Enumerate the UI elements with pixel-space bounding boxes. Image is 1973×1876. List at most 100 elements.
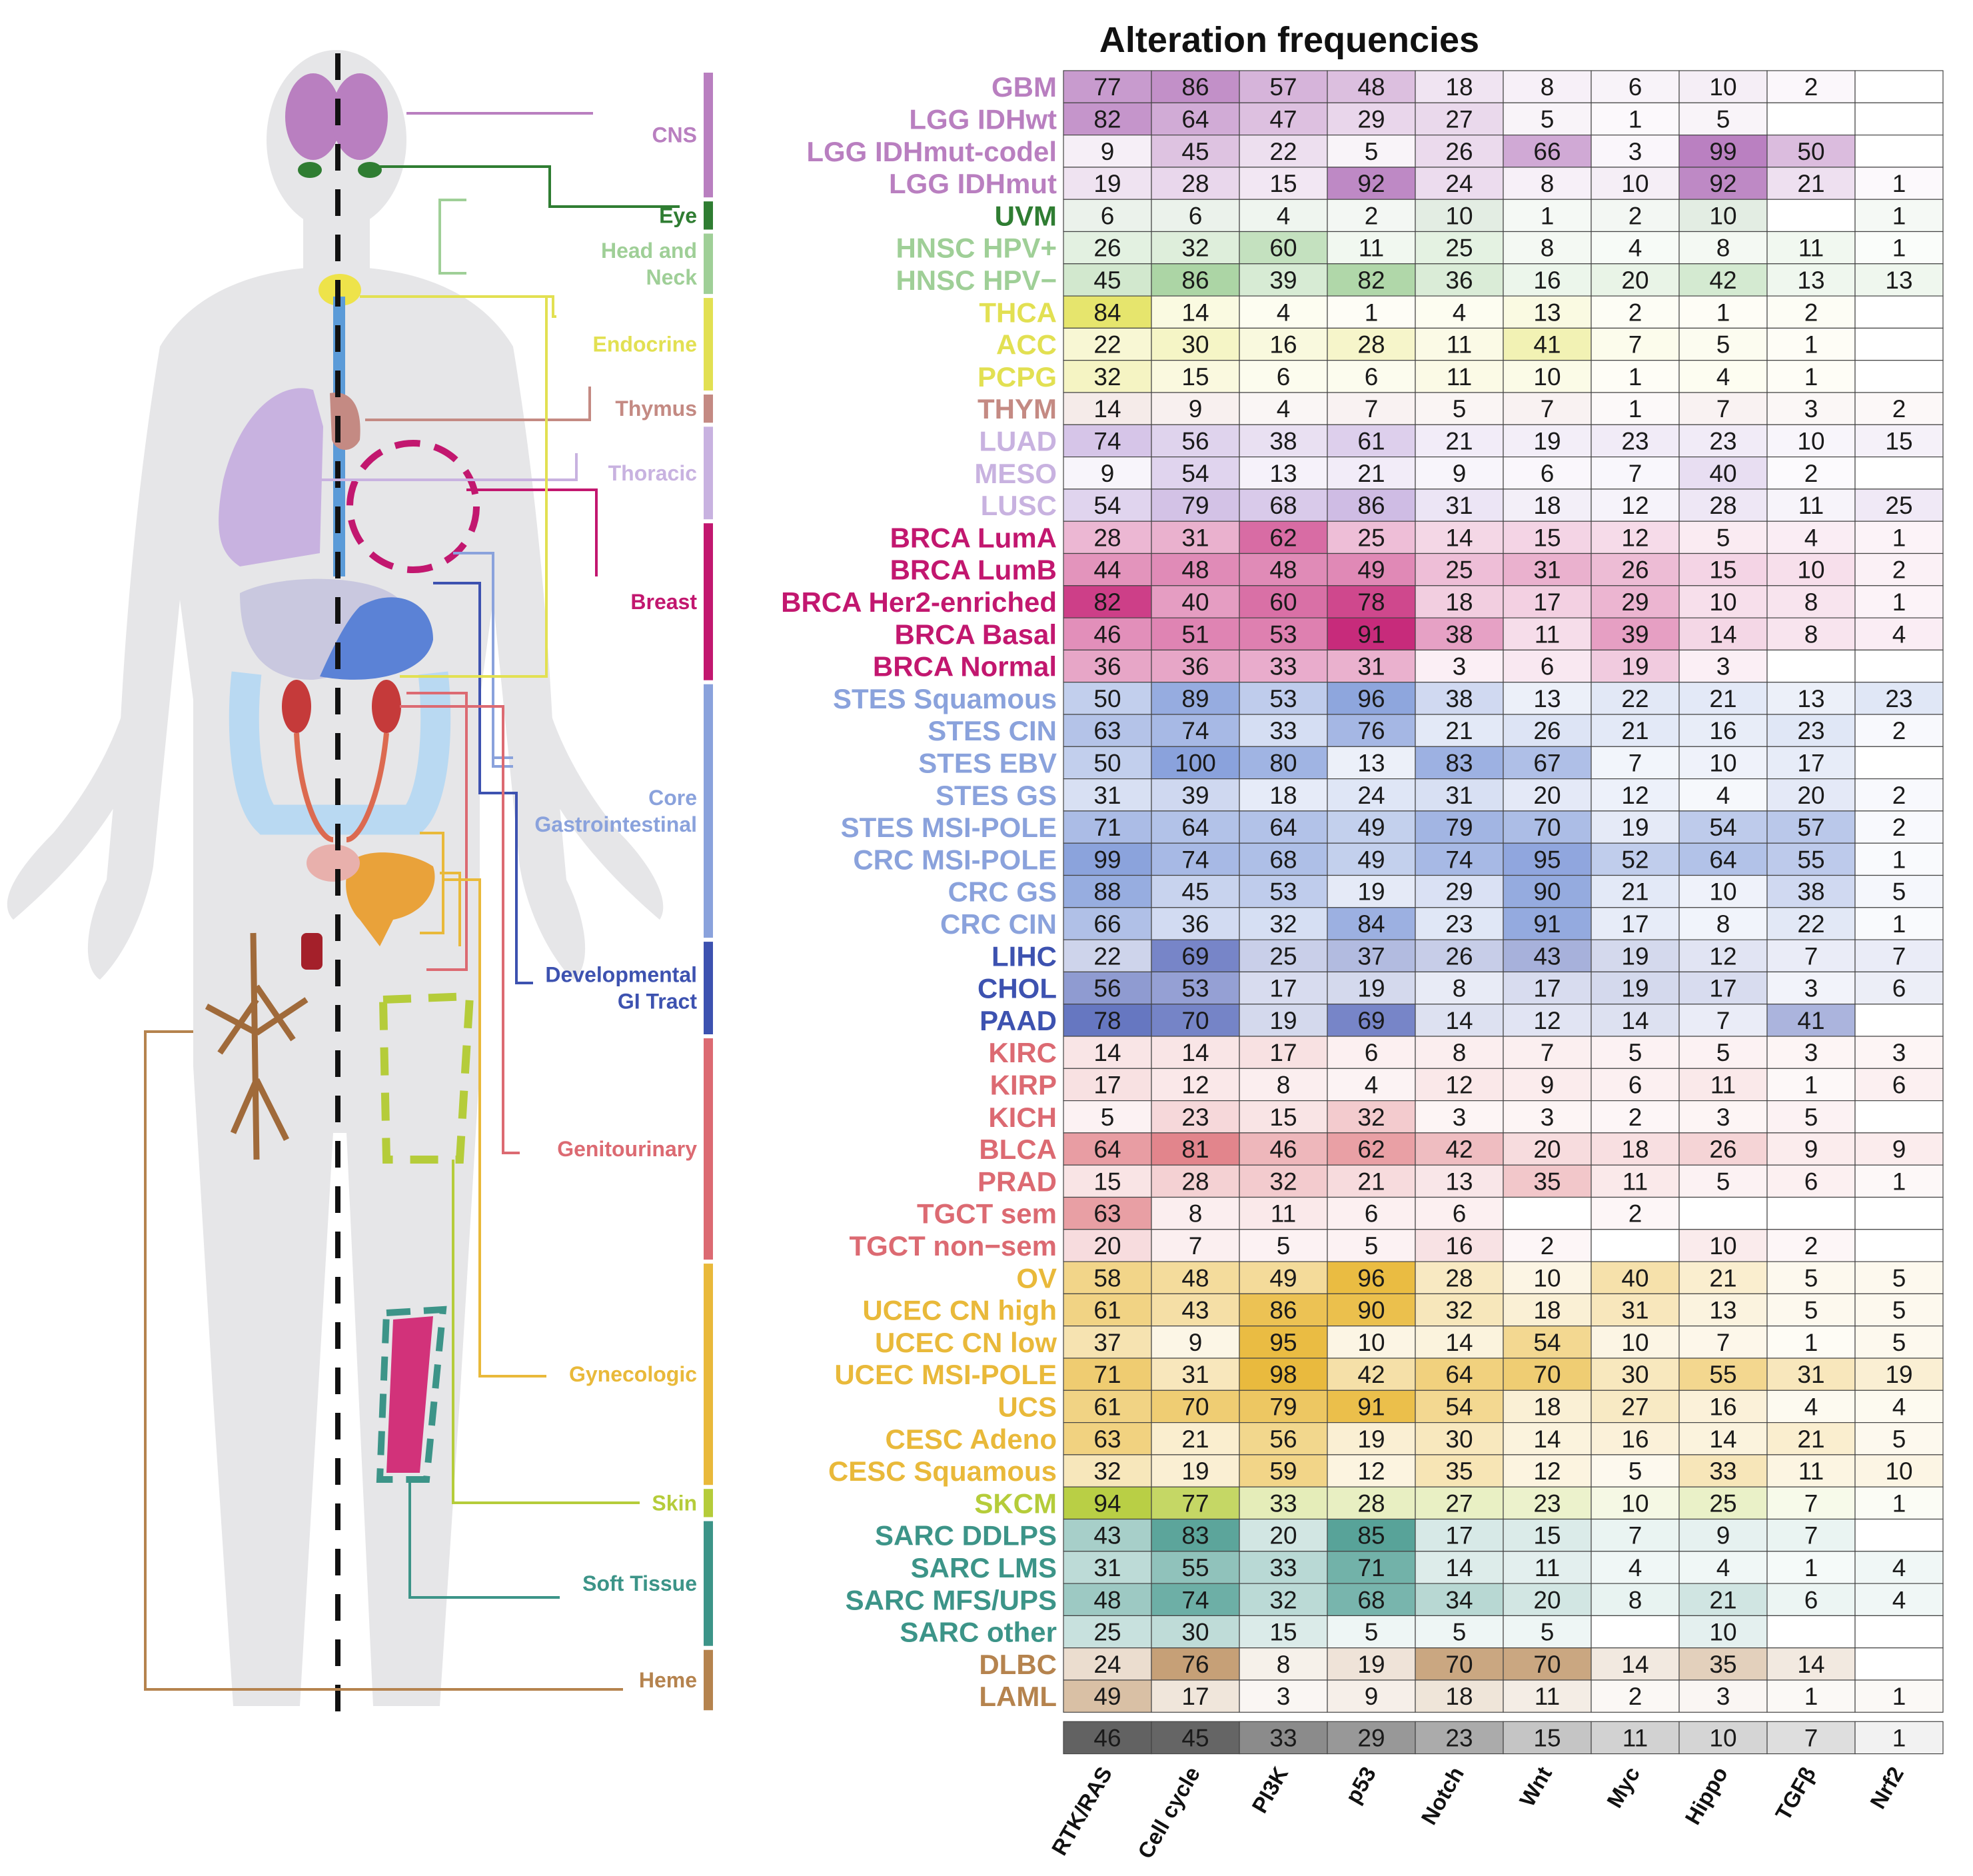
cell-value: 6 xyxy=(1541,460,1555,487)
heatmap-cell xyxy=(1415,842,1504,876)
cell-value: 95 xyxy=(1269,1329,1297,1356)
cell-value: 50 xyxy=(1797,138,1824,165)
cell-value: 95 xyxy=(1533,846,1561,873)
heatmap-cell xyxy=(1854,1647,1944,1681)
heatmap-cell xyxy=(1239,1422,1328,1455)
heatmap-cell xyxy=(1151,263,1240,297)
cell-value: 17 xyxy=(1269,1039,1297,1066)
cell-value: 5 xyxy=(1541,1619,1555,1646)
cell-value: 24 xyxy=(1445,170,1473,197)
row-label: STES Squamous xyxy=(833,683,1057,714)
cell-value: 21 xyxy=(1709,685,1736,712)
heatmap-cell xyxy=(1766,617,1856,650)
heatmap-cell xyxy=(1415,810,1504,844)
row-label: LGG IDHwt xyxy=(909,103,1057,135)
cell-value: 5 xyxy=(1101,1104,1115,1131)
heatmap-cell xyxy=(1063,714,1152,747)
cell-value: 42 xyxy=(1709,267,1736,294)
heatmap-cell xyxy=(1063,231,1152,265)
heatmap-cell xyxy=(1239,1647,1328,1681)
cell-value: 21 xyxy=(1621,717,1648,744)
cell-value: 15 xyxy=(1709,556,1736,584)
heatmap-cell xyxy=(1327,1004,1416,1037)
heatmap-cell xyxy=(1591,327,1680,361)
cell-value: 48 xyxy=(1269,556,1297,584)
cell-value: 10 xyxy=(1709,73,1736,101)
heatmap-cell xyxy=(1591,1164,1680,1198)
cell-value: 14 xyxy=(1181,299,1209,326)
cell-value: 31 xyxy=(1181,524,1209,551)
heatmap-cell xyxy=(1239,520,1328,554)
cell-value: 50 xyxy=(1093,685,1121,712)
heatmap-cell xyxy=(1591,1100,1680,1134)
cell-value: 14 xyxy=(1445,524,1473,551)
heatmap-cell xyxy=(1678,1100,1768,1134)
cell-value: 5 xyxy=(1892,1264,1906,1292)
cell-value: 17 xyxy=(1797,749,1824,776)
heatmap-cell xyxy=(1415,392,1504,425)
cell-value: 6 xyxy=(1277,363,1291,391)
cell-value: 31 xyxy=(1445,492,1473,519)
cell-value: 86 xyxy=(1269,1297,1297,1324)
heatmap-cell xyxy=(1063,842,1152,876)
heatmap-cell xyxy=(1415,135,1504,168)
cell-value: 48 xyxy=(1093,1586,1121,1613)
heatmap-cell xyxy=(1591,1229,1680,1262)
cell-value: 79 xyxy=(1269,1393,1297,1420)
heatmap-cell xyxy=(1239,135,1328,168)
heatmap-cell xyxy=(1503,1647,1592,1681)
heatmap-cell xyxy=(1151,1518,1240,1552)
heatmap-cell xyxy=(1854,971,1944,1005)
cell-value: 39 xyxy=(1621,620,1648,648)
heatmap-cell xyxy=(1327,1229,1416,1262)
cell-value: 47 xyxy=(1269,105,1297,133)
stomach-icon xyxy=(320,597,433,680)
heatmap-cell xyxy=(1063,907,1152,940)
cell-value: 70 xyxy=(1533,1361,1561,1388)
cell-value: 25 xyxy=(1445,235,1473,262)
cell-value: 14 xyxy=(1797,1651,1824,1678)
cell-value: 23 xyxy=(1709,427,1736,455)
cell-value: 8 xyxy=(1716,910,1730,938)
cell-value: 83 xyxy=(1445,749,1473,776)
summary-row: 46 45 33 29 23 15 11 10 7 1 xyxy=(1063,1721,1944,1755)
cell-value: 40 xyxy=(1181,588,1209,616)
summary-value: 29 xyxy=(1357,1724,1385,1751)
heatmap-cell xyxy=(1678,295,1768,329)
heatmap-cell xyxy=(1327,1647,1416,1681)
cell-value: 15 xyxy=(1533,524,1561,551)
cell-value: 6 xyxy=(1892,1071,1906,1098)
heatmap-cell xyxy=(1151,907,1240,940)
heatmap-cell xyxy=(1591,231,1680,265)
cell-value: 18 xyxy=(1533,1297,1561,1324)
cell-value: 43 xyxy=(1533,942,1561,970)
cell-value: 32 xyxy=(1269,1586,1297,1613)
heatmap-cell xyxy=(1327,585,1416,618)
cell-value: 11 xyxy=(1798,235,1824,262)
cell-value: 7 xyxy=(1189,1232,1203,1260)
heatmap-cell xyxy=(1151,167,1240,200)
column-label: TGFβ xyxy=(1770,1763,1820,1825)
heatmap-cell xyxy=(1063,1068,1152,1102)
cell-value: 5 xyxy=(1892,1425,1906,1453)
cell-value: 35 xyxy=(1709,1651,1736,1678)
heatmap-cell xyxy=(1239,649,1328,683)
cell-value: 32 xyxy=(1181,235,1209,262)
cell-value: 5 xyxy=(1365,1232,1379,1260)
heatmap-cell xyxy=(1766,1132,1856,1166)
summary-value: 23 xyxy=(1445,1724,1473,1751)
heatmap-cell xyxy=(1063,649,1152,683)
cell-value: 6 xyxy=(1365,1200,1379,1228)
cell-value: 7 xyxy=(1804,942,1818,970)
group-label: Developmental xyxy=(545,963,697,987)
heatmap-cell xyxy=(1854,1679,1944,1713)
breast-region-outline xyxy=(346,440,480,573)
cell-value: 14 xyxy=(1533,1425,1561,1453)
heatmap-cell xyxy=(1415,1486,1504,1520)
bone-marrow-icon xyxy=(205,932,309,1160)
summary-value: 33 xyxy=(1269,1724,1297,1751)
row-label: CRC GS xyxy=(948,876,1057,908)
cell-value: 32 xyxy=(1093,363,1121,391)
heatmap-cell xyxy=(1415,746,1504,780)
cell-value: 14 xyxy=(1621,1007,1648,1034)
